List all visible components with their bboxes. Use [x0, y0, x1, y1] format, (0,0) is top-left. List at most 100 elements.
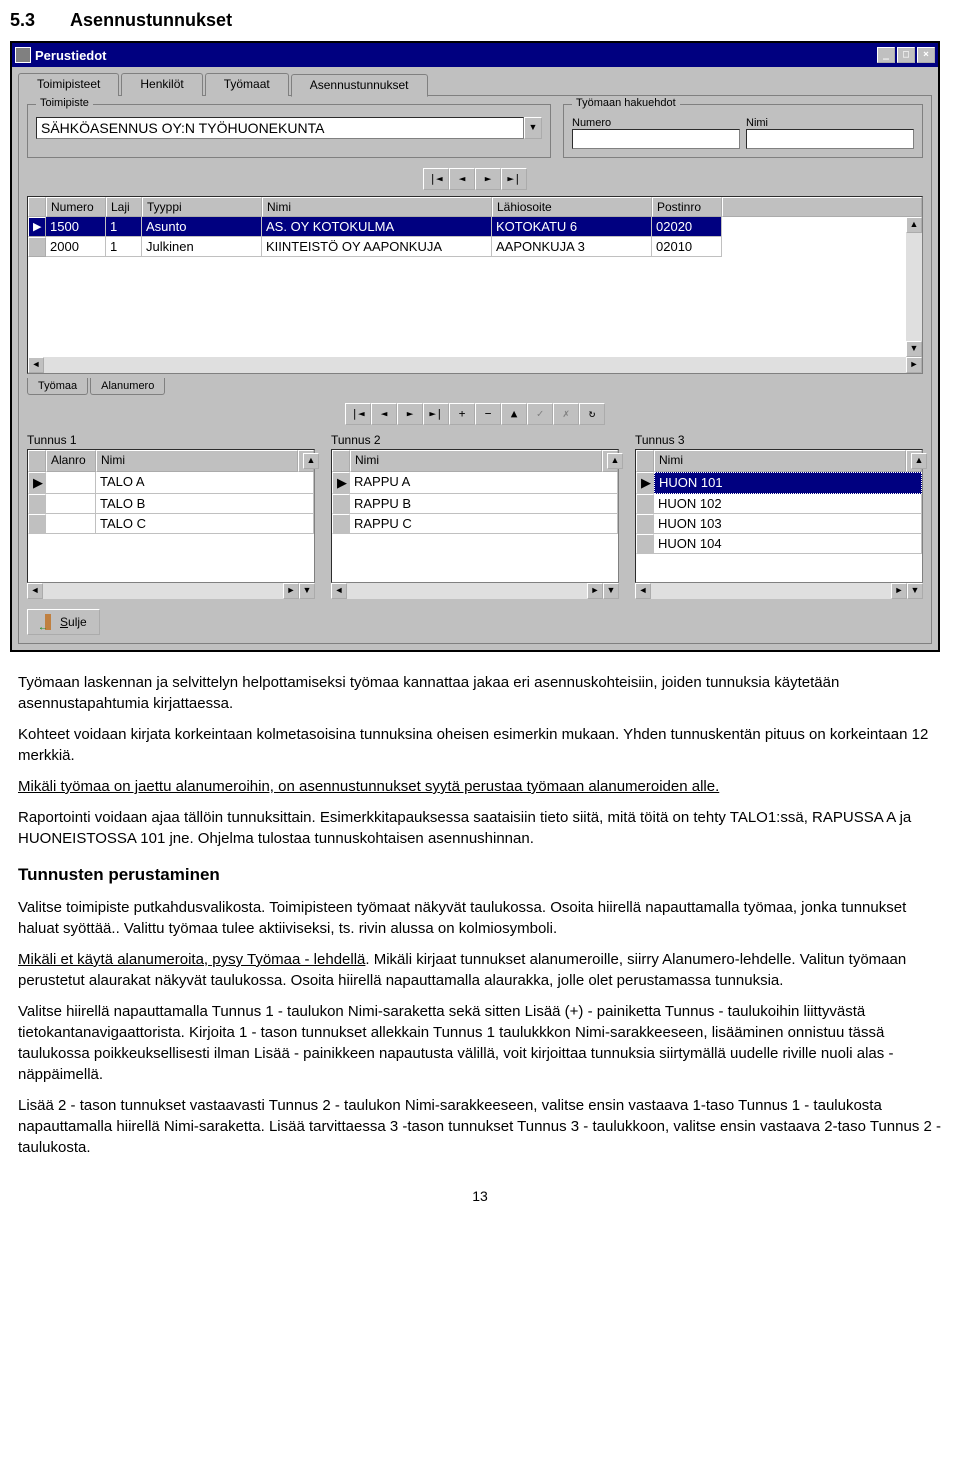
toimipiste-legend: Toimipiste [36, 97, 93, 109]
nav2-refresh[interactable]: ↻ [579, 403, 605, 425]
col-postinro[interactable]: Postinro [652, 197, 722, 217]
para-6: Mikäli et käytä alanumeroita, pysy Työma… [18, 949, 942, 991]
nav2-post[interactable]: ✓ [527, 403, 553, 425]
t2-col-nimi[interactable]: Nimi [350, 450, 602, 472]
list-item[interactable]: ▶RAPPU A [332, 472, 618, 494]
t2-hscroll[interactable]: ◄► ▼ [331, 583, 619, 599]
para-7: Valitse hiirellä napauttamalla Tunnus 1 … [18, 1001, 942, 1085]
tab-panel: Toimipiste ▼ Työmaan hakuehdot Numero [18, 95, 932, 644]
nav-next[interactable]: ► [475, 168, 501, 190]
numero-input[interactable] [572, 129, 740, 149]
tunnus-navigator: |◄ ◄ ► ►| + − ▲ ✓ ✗ ↻ [27, 403, 923, 425]
t3-scroll-down-icon[interactable]: ▼ [907, 583, 923, 599]
main-tabstrip: Toimipisteet Henkilöt Työmaat Asennustun… [18, 73, 932, 96]
t3-col-nimi[interactable]: Nimi [654, 450, 906, 472]
tab-tyomaa-sub[interactable]: Työmaa [27, 378, 88, 395]
t3-hscroll[interactable]: ◄► ▼ [635, 583, 923, 599]
t1-col-alanro[interactable]: Alanro [46, 450, 96, 472]
nav2-prev[interactable]: ◄ [371, 403, 397, 425]
toimipiste-dropdown-icon[interactable]: ▼ [524, 117, 542, 139]
list-item[interactable]: HUON 102 [636, 494, 922, 514]
nav2-next[interactable]: ► [397, 403, 423, 425]
perustiedot-window: Perustiedot _ □ × Toimipisteet Henkilöt … [10, 41, 940, 652]
section-title: Asennustunnukset [70, 10, 232, 31]
heading-tunnusten: Tunnusten perustaminen [18, 863, 942, 887]
tunnus1-grid[interactable]: Alanro Nimi ▲ ▶TALO ATALO BTALO C [27, 449, 315, 583]
grid-vscroll[interactable]: ▲ ▼ [906, 217, 922, 357]
list-item[interactable]: TALO B [28, 494, 314, 514]
tunnus2-label: Tunnus 2 [331, 433, 619, 447]
tunnus3-grid[interactable]: Nimi ▲ ▶HUON 101HUON 102HUON 103HUON 104 [635, 449, 923, 583]
tab-tyomaat[interactable]: Työmaat [205, 73, 289, 96]
tyomaat-grid[interactable]: Numero Laji Tyyppi Nimi Lähiosoite Posti… [27, 196, 923, 374]
t1-scroll-up-icon[interactable]: ▲ [303, 453, 319, 469]
nav2-delete[interactable]: − [475, 403, 501, 425]
t1-hscroll[interactable]: ◄► ▼ [27, 583, 315, 599]
list-item[interactable]: HUON 104 [636, 534, 922, 554]
list-item[interactable]: RAPPU B [332, 494, 618, 514]
tab-alanumero-sub[interactable]: Alanumero [90, 378, 165, 395]
t3-scroll-up-icon[interactable]: ▲ [911, 453, 927, 469]
scroll-right-icon[interactable]: ► [906, 357, 922, 373]
list-item[interactable]: RAPPU C [332, 514, 618, 534]
section-heading: 5.3 Asennustunnukset [10, 10, 960, 31]
para-3: Mikäli työmaa on jaettu alanumeroihin, o… [18, 776, 942, 797]
nav-prev[interactable]: ◄ [449, 168, 475, 190]
grid-hscroll[interactable]: ◄ ► [28, 357, 922, 373]
col-nimi[interactable]: Nimi [262, 197, 492, 217]
list-item[interactable]: TALO C [28, 514, 314, 534]
page-number: 13 [0, 1188, 960, 1204]
hakuehdot-legend: Työmaan hakuehdot [572, 97, 680, 109]
tab-asennustunnukset[interactable]: Asennustunnukset [291, 74, 428, 97]
para-4: Raportointi voidaan ajaa tällöin tunnuks… [18, 807, 942, 849]
t1-col-nimi[interactable]: Nimi [96, 450, 298, 472]
tunnus1-label: Tunnus 1 [27, 433, 315, 447]
list-item[interactable]: ▶HUON 101 [636, 472, 922, 494]
hakuehdot-fieldset: Työmaan hakuehdot Numero Nimi [563, 104, 923, 158]
app-icon [15, 47, 31, 63]
table-row[interactable]: 20001JulkinenKIINTEISTÖ OY AAPONKUJAAAPO… [28, 237, 922, 257]
para-1: Työmaan laskennan ja selvittelyn helpott… [18, 672, 942, 714]
tunnus2-grid[interactable]: Nimi ▲ ▶RAPPU ARAPPU BRAPPU C [331, 449, 619, 583]
scroll-left-icon[interactable]: ◄ [28, 357, 44, 373]
t2-scroll-down-icon[interactable]: ▼ [603, 583, 619, 599]
nimi-input[interactable] [746, 129, 914, 149]
toimipiste-fieldset: Toimipiste ▼ [27, 104, 551, 158]
nav2-first[interactable]: |◄ [345, 403, 371, 425]
maximize-button[interactable]: □ [897, 47, 915, 63]
nav2-edit[interactable]: ▲ [501, 403, 527, 425]
sulje-button[interactable]: Sulje [27, 609, 100, 635]
window-title: Perustiedot [35, 48, 877, 63]
nav-last[interactable]: ►| [501, 168, 527, 190]
para-5: Valitse toimipiste putkahdusvalikosta. T… [18, 897, 942, 939]
col-tyyppi[interactable]: Tyyppi [142, 197, 262, 217]
col-laji[interactable]: Laji [106, 197, 142, 217]
titlebar: Perustiedot _ □ × [12, 43, 938, 67]
document-body: Työmaan laskennan ja selvittelyn helpott… [18, 672, 942, 1158]
para-2: Kohteet voidaan kirjata korkeintaan kolm… [18, 724, 942, 766]
door-icon [40, 614, 56, 630]
para-8: Lisää 2 - tason tunnukset vastaavasti Tu… [18, 1095, 942, 1158]
toimipiste-combo[interactable] [36, 117, 524, 139]
col-lahiosoite[interactable]: Lähiosoite [492, 197, 652, 217]
tab-toimipisteet[interactable]: Toimipisteet [18, 73, 119, 96]
tab-henkilot[interactable]: Henkilöt [121, 73, 202, 96]
list-item[interactable]: ▶TALO A [28, 472, 314, 494]
numero-label: Numero [572, 117, 740, 129]
nav2-last[interactable]: ►| [423, 403, 449, 425]
scroll-down-icon[interactable]: ▼ [906, 341, 922, 357]
list-item[interactable]: HUON 103 [636, 514, 922, 534]
close-button[interactable]: × [917, 47, 935, 63]
minimize-button[interactable]: _ [877, 47, 895, 63]
col-numero[interactable]: Numero [46, 197, 106, 217]
nav-first[interactable]: |◄ [423, 168, 449, 190]
section-number: 5.3 [10, 10, 35, 30]
subgrid-tabs: Työmaa Alanumero [27, 378, 923, 395]
nav2-cancel[interactable]: ✗ [553, 403, 579, 425]
t2-scroll-up-icon[interactable]: ▲ [607, 453, 623, 469]
t1-scroll-down-icon[interactable]: ▼ [299, 583, 315, 599]
scroll-up-icon[interactable]: ▲ [906, 217, 922, 233]
table-row[interactable]: ▶15001AsuntoAS. OY KOTOKULMAKOTOKATU 602… [28, 217, 922, 237]
nav2-add[interactable]: + [449, 403, 475, 425]
nimi-label: Nimi [746, 117, 914, 129]
